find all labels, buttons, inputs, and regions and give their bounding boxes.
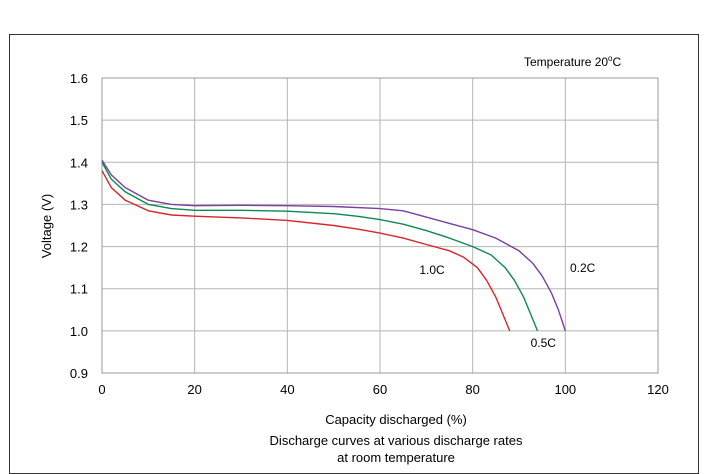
y-tick-label: 1.3 <box>70 197 88 212</box>
y-tick-label: 1.1 <box>70 282 88 297</box>
y-tick-label: 1.0 <box>70 324 88 339</box>
y-tick-labels: 0.9 1.0 1.1 1.2 1.3 1.4 1.5 1.6 <box>70 71 88 381</box>
x-tick-label: 0 <box>98 382 105 397</box>
y-tick-label: 1.5 <box>70 113 88 128</box>
y-axis-label: Voltage (V) <box>39 194 54 258</box>
x-tick-label: 20 <box>187 382 201 397</box>
x-tick-label: 80 <box>465 382 479 397</box>
temperature-annotation: Temperature 20oC <box>524 54 622 69</box>
y-tick-label: 0.9 <box>70 366 88 381</box>
series-line-0-5c <box>101 161 539 332</box>
y-tick-label: 1.6 <box>70 71 88 86</box>
series-label-1-0c: 1.0C <box>419 263 445 277</box>
y-tick-label: 1.4 <box>70 155 88 170</box>
grid-lines <box>101 77 659 374</box>
x-tick-labels: 0 20 40 60 80 100 120 <box>98 382 668 397</box>
x-tick-label: 100 <box>554 382 576 397</box>
plot-border <box>101 77 659 374</box>
x-axis-label: Capacity discharged (%) <box>325 412 467 427</box>
x-tick-label: 120 <box>647 382 669 397</box>
series-label-0-5c: 0.5C <box>531 336 557 350</box>
series-label-0-2c: 0.2C <box>570 261 596 275</box>
caption-line-1: Discharge curves at various discharge ra… <box>270 433 523 448</box>
caption-line-2: at room temperature <box>337 450 455 465</box>
series-labels: 0.2C 0.5C 1.0C <box>419 261 595 350</box>
y-tick-label: 1.2 <box>70 240 88 255</box>
series-line-1-0c <box>101 170 511 332</box>
series-lines <box>101 159 566 332</box>
series-line-0-2c <box>101 159 566 332</box>
x-tick-label: 40 <box>280 382 294 397</box>
x-tick-label: 60 <box>373 382 387 397</box>
